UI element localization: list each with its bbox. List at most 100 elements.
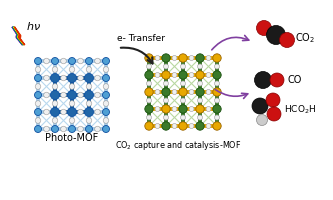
Circle shape [179, 88, 187, 96]
Circle shape [189, 72, 194, 77]
Text: e- Transfer: e- Transfer [117, 34, 165, 43]
Circle shape [155, 90, 160, 95]
Circle shape [35, 126, 42, 132]
Circle shape [180, 81, 185, 86]
Circle shape [172, 90, 177, 95]
Circle shape [78, 126, 83, 132]
Circle shape [145, 88, 153, 96]
Circle shape [44, 109, 49, 115]
Circle shape [172, 106, 177, 112]
Circle shape [197, 81, 202, 86]
Circle shape [155, 123, 160, 129]
Text: CO: CO [287, 75, 301, 85]
Circle shape [78, 58, 83, 64]
Text: $h\nu$: $h\nu$ [26, 20, 41, 32]
Circle shape [197, 115, 202, 120]
Circle shape [103, 67, 109, 72]
Circle shape [69, 126, 76, 132]
Circle shape [155, 55, 160, 60]
Circle shape [164, 98, 168, 103]
Circle shape [103, 101, 109, 106]
Circle shape [172, 55, 177, 60]
Circle shape [179, 54, 187, 62]
Circle shape [78, 92, 83, 98]
Circle shape [35, 67, 41, 72]
Circle shape [180, 64, 185, 69]
Circle shape [162, 71, 170, 79]
Circle shape [214, 64, 219, 69]
Circle shape [86, 126, 93, 132]
Circle shape [51, 90, 60, 99]
Circle shape [68, 108, 77, 116]
Circle shape [52, 58, 59, 64]
Circle shape [180, 115, 185, 120]
Circle shape [95, 126, 100, 132]
Circle shape [164, 115, 168, 120]
Circle shape [189, 90, 194, 95]
Circle shape [206, 72, 211, 77]
Circle shape [78, 109, 83, 115]
Circle shape [51, 73, 60, 82]
Circle shape [52, 101, 58, 106]
Circle shape [61, 126, 66, 132]
Circle shape [213, 88, 221, 96]
Circle shape [35, 58, 42, 64]
Circle shape [35, 74, 42, 82]
Circle shape [52, 126, 59, 132]
Circle shape [61, 92, 66, 98]
Circle shape [162, 122, 170, 130]
Circle shape [86, 101, 92, 106]
Circle shape [103, 58, 110, 64]
Circle shape [69, 84, 75, 89]
Circle shape [145, 105, 153, 113]
Circle shape [95, 58, 100, 64]
Circle shape [103, 126, 110, 132]
Circle shape [267, 107, 281, 121]
Circle shape [189, 123, 194, 129]
Circle shape [214, 81, 219, 86]
Circle shape [213, 122, 221, 130]
Circle shape [147, 115, 152, 120]
Circle shape [189, 106, 194, 112]
Circle shape [68, 90, 77, 99]
Circle shape [155, 106, 160, 112]
Circle shape [179, 105, 187, 113]
Circle shape [68, 73, 77, 82]
Circle shape [44, 75, 49, 81]
Circle shape [256, 21, 271, 36]
Polygon shape [13, 27, 23, 45]
Circle shape [44, 126, 49, 132]
Circle shape [266, 93, 280, 107]
Circle shape [189, 55, 194, 60]
Circle shape [78, 75, 83, 81]
Circle shape [52, 67, 58, 72]
Circle shape [69, 67, 75, 72]
Circle shape [95, 109, 100, 115]
Circle shape [279, 32, 294, 47]
Circle shape [51, 108, 60, 116]
Circle shape [266, 25, 285, 45]
Circle shape [197, 64, 202, 69]
Circle shape [213, 105, 221, 113]
Circle shape [86, 118, 92, 123]
Circle shape [164, 64, 168, 69]
Circle shape [69, 58, 76, 64]
Circle shape [145, 54, 153, 62]
Circle shape [172, 72, 177, 77]
Circle shape [61, 109, 66, 115]
Circle shape [213, 54, 221, 62]
Circle shape [206, 90, 211, 95]
Circle shape [206, 55, 211, 60]
Circle shape [162, 105, 170, 113]
Circle shape [35, 84, 41, 89]
Polygon shape [13, 27, 24, 45]
Circle shape [214, 98, 219, 103]
Circle shape [52, 84, 58, 89]
Circle shape [61, 75, 66, 81]
Circle shape [147, 64, 152, 69]
Circle shape [103, 84, 109, 89]
Circle shape [145, 71, 153, 79]
Circle shape [69, 118, 75, 123]
Circle shape [179, 71, 187, 79]
Circle shape [196, 54, 204, 62]
